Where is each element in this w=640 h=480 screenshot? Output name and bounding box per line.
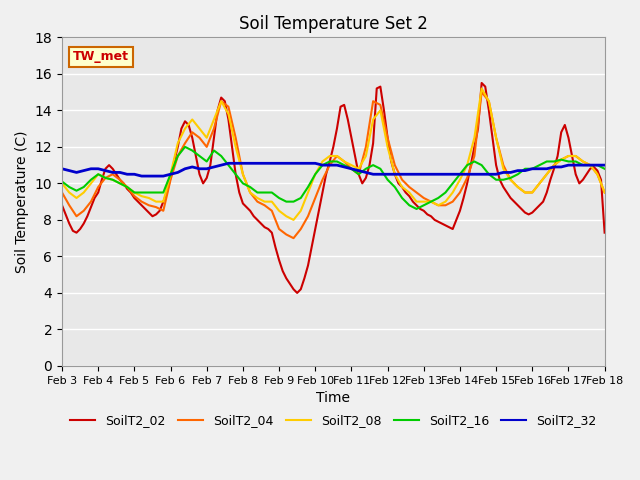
SoilT2_16 — [435, 195, 442, 201]
SoilT2_32 — [225, 160, 232, 166]
SoilT2_02 — [406, 193, 413, 199]
Title: Soil Temperature Set 2: Soil Temperature Set 2 — [239, 15, 428, 33]
SoilT2_04 — [427, 199, 435, 204]
SoilT2_08 — [601, 190, 609, 195]
SoilT2_02 — [442, 223, 449, 228]
SoilT2_32 — [435, 171, 442, 177]
SoilT2_04 — [507, 177, 515, 182]
Line: SoilT2_04: SoilT2_04 — [62, 92, 605, 238]
SoilT2_32 — [420, 171, 428, 177]
SoilT2_04 — [413, 190, 420, 195]
SoilT2_02 — [250, 214, 257, 219]
SoilT2_32 — [58, 166, 66, 172]
Line: SoilT2_32: SoilT2_32 — [62, 163, 605, 176]
SoilT2_04 — [109, 171, 116, 177]
Line: SoilT2_16: SoilT2_16 — [62, 147, 605, 209]
Legend: SoilT2_02, SoilT2_04, SoilT2_08, SoilT2_16, SoilT2_32: SoilT2_02, SoilT2_04, SoilT2_08, SoilT2_… — [65, 409, 602, 432]
SoilT2_08 — [290, 217, 298, 223]
SoilT2_16 — [507, 175, 515, 181]
SoilT2_04 — [348, 166, 355, 172]
SoilT2_08 — [507, 177, 515, 182]
SoilT2_08 — [348, 162, 355, 168]
X-axis label: Time: Time — [316, 391, 350, 405]
SoilT2_16 — [601, 166, 609, 172]
SoilT2_02 — [326, 158, 333, 164]
SoilT2_08 — [246, 190, 254, 195]
SoilT2_02 — [478, 80, 486, 86]
SoilT2_02 — [601, 230, 609, 236]
SoilT2_16 — [109, 177, 116, 182]
Text: TW_met: TW_met — [73, 50, 129, 63]
SoilT2_02 — [597, 177, 605, 182]
SoilT2_32 — [260, 160, 268, 166]
SoilT2_32 — [138, 173, 145, 179]
SoilT2_04 — [478, 89, 486, 95]
Line: SoilT2_02: SoilT2_02 — [62, 83, 605, 293]
SoilT2_04 — [290, 235, 298, 241]
SoilT2_16 — [253, 190, 261, 195]
SoilT2_02 — [391, 171, 399, 177]
SoilT2_16 — [348, 166, 355, 172]
SoilT2_08 — [478, 85, 486, 91]
SoilT2_04 — [601, 190, 609, 195]
SoilT2_16 — [413, 206, 420, 212]
SoilT2_02 — [58, 203, 66, 208]
SoilT2_16 — [181, 144, 189, 150]
SoilT2_16 — [58, 179, 66, 184]
SoilT2_08 — [58, 180, 66, 186]
Line: SoilT2_08: SoilT2_08 — [62, 88, 605, 220]
SoilT2_32 — [109, 169, 116, 175]
SoilT2_16 — [420, 203, 428, 208]
SoilT2_32 — [355, 168, 362, 173]
SoilT2_08 — [413, 199, 420, 204]
SoilT2_04 — [246, 190, 254, 195]
SoilT2_08 — [109, 177, 116, 182]
SoilT2_02 — [293, 290, 301, 296]
SoilT2_08 — [427, 199, 435, 204]
SoilT2_32 — [601, 162, 609, 168]
SoilT2_32 — [507, 169, 515, 175]
Y-axis label: Soil Temperature (C): Soil Temperature (C) — [15, 131, 29, 273]
SoilT2_04 — [58, 190, 66, 195]
